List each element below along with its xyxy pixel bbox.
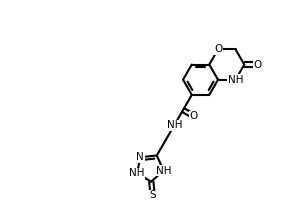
- Text: O: O: [190, 111, 198, 121]
- Text: NH: NH: [156, 166, 171, 176]
- Text: S: S: [149, 190, 156, 200]
- Text: O: O: [254, 60, 262, 70]
- Text: O: O: [214, 44, 222, 54]
- Text: NH: NH: [129, 168, 145, 178]
- Text: NH: NH: [228, 75, 243, 85]
- Text: N: N: [136, 152, 144, 162]
- Text: NH: NH: [167, 120, 182, 130]
